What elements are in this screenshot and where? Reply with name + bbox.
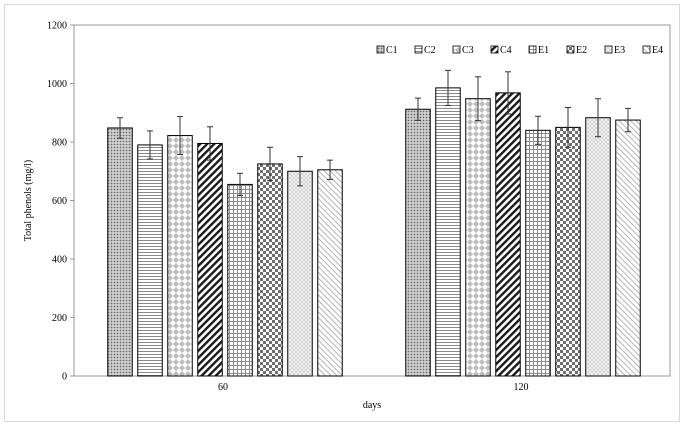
legend-label-E1: E1	[538, 45, 549, 56]
bar-C3-120	[465, 98, 491, 377]
legend-label-C2: C2	[424, 45, 436, 56]
bar-C1-120	[405, 108, 431, 377]
bar-C2-120	[435, 87, 461, 377]
legend-swatch-C1	[376, 45, 385, 54]
bar-C3-60	[167, 135, 193, 377]
y-axis-title: Total phenols (mg/l)	[23, 160, 34, 242]
y-tick-label: 1200	[47, 21, 67, 32]
y-tick-label: 600	[52, 196, 67, 207]
bar-E2-60	[257, 163, 283, 377]
x-axis-title: days	[363, 400, 381, 411]
legend-swatch-E4	[642, 45, 651, 54]
legend-swatch-C2	[414, 45, 423, 54]
legend-swatch-E3	[604, 45, 613, 54]
legend-swatch-E2	[566, 45, 575, 54]
bar-chart: 0 200 400 600 800 1000 1200 60 120 days Total phen…	[23, 21, 671, 411]
bar-E3-60	[287, 170, 313, 377]
legend-label-E4: E4	[652, 45, 663, 56]
legend-label-C1: C1	[386, 45, 398, 56]
y-tick-label: 800	[52, 138, 67, 149]
bar-C4-120	[495, 92, 521, 377]
bar-C1-60	[107, 127, 133, 377]
y-tick-label: 0	[62, 372, 67, 383]
x-tick-label: 120	[514, 382, 529, 393]
bar-E4-60	[317, 169, 343, 377]
y-tick-label: 200	[52, 313, 67, 324]
y-tick-label: 1000	[47, 79, 67, 90]
bar-C4-60	[197, 142, 223, 377]
legend-label-C3: C3	[462, 45, 474, 56]
bar-E3-120	[585, 117, 611, 377]
bar-E4-120	[615, 119, 641, 377]
legend-swatch-E1	[528, 45, 537, 54]
bar-E2-120	[555, 126, 581, 377]
bar-E1-60	[227, 183, 253, 377]
y-tick-label: 400	[52, 255, 67, 266]
legend-swatch-C4	[490, 45, 499, 54]
bar-E1-120	[525, 129, 551, 377]
bar-C2-60	[137, 144, 163, 377]
legend-label-E2: E2	[576, 45, 587, 56]
plot-area: 0 200 400 600 800 1000 1200 60 120 days Total phen…	[23, 21, 671, 411]
chart-frame: 0 200 400 600 800 1000 1200 60 120 days Total phen…	[4, 4, 680, 422]
legend-swatch-C3	[452, 45, 461, 54]
x-tick-label: 60	[218, 382, 228, 393]
legend-label-C4: C4	[500, 45, 512, 56]
legend-label-E3: E3	[614, 45, 625, 56]
